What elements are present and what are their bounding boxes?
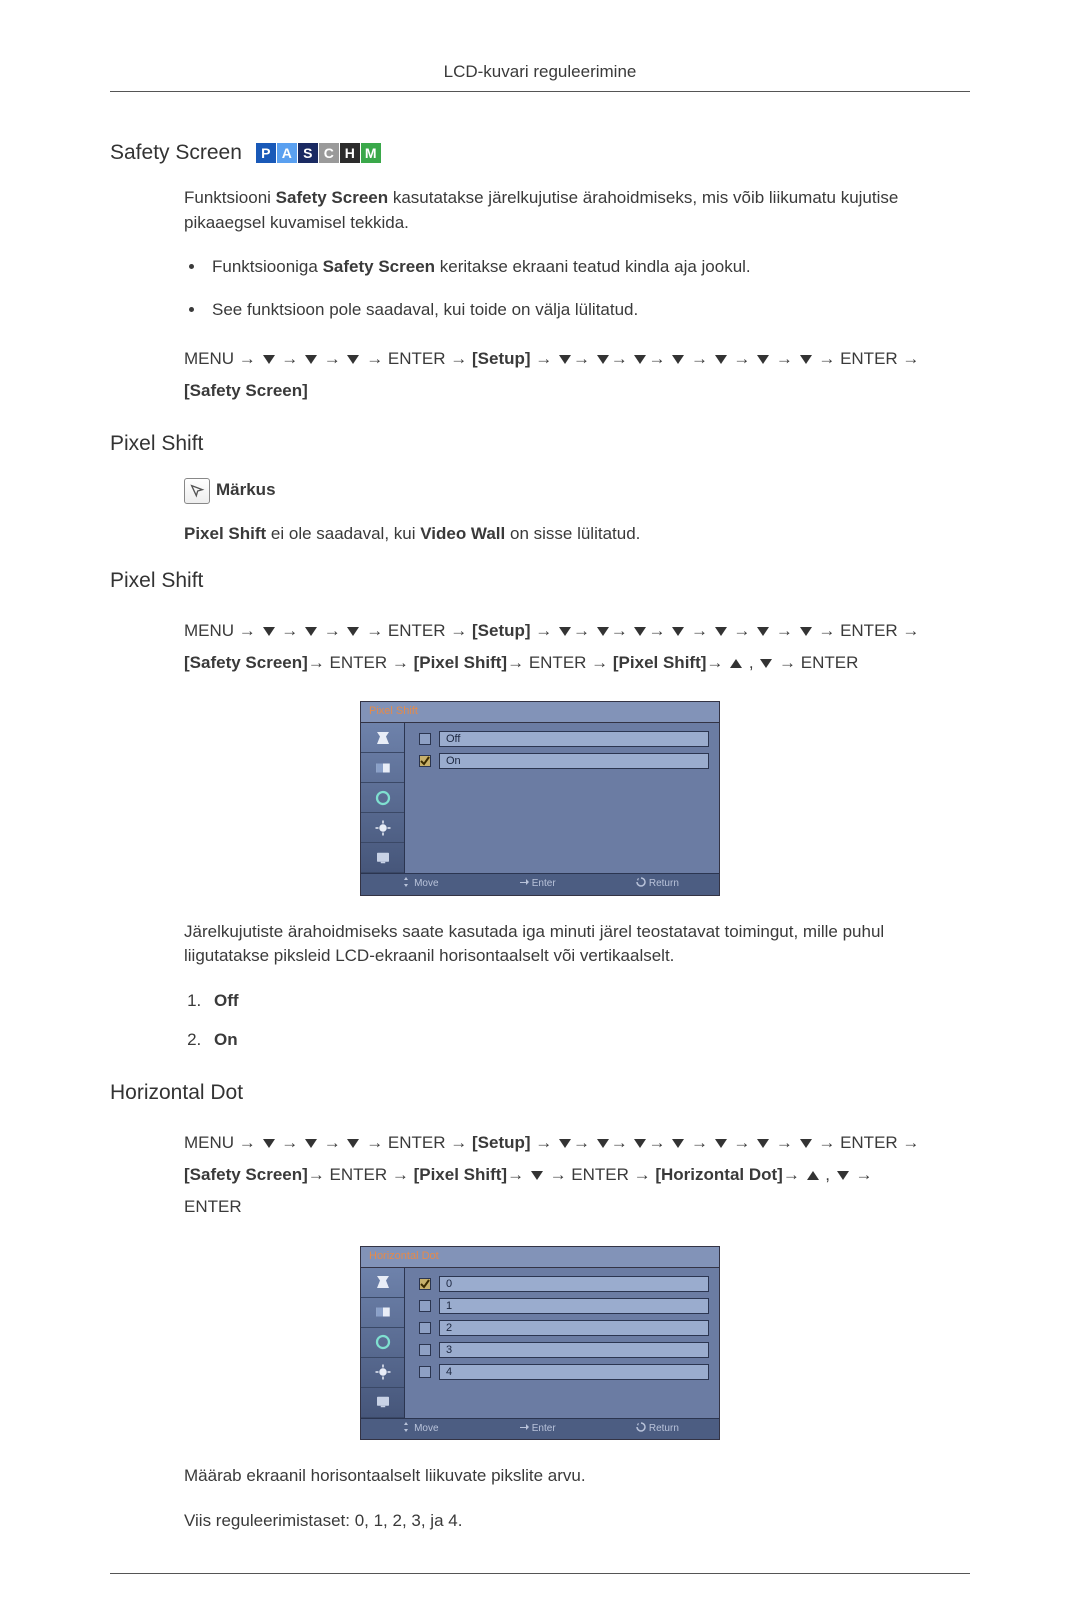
bold: Safety Screen <box>276 188 388 207</box>
osd-side-icon <box>361 1268 404 1298</box>
osd-option-row[interactable]: 1 <box>419 1298 709 1314</box>
safety-bullets: Funktsiooniga Safety Screen keritakse ek… <box>206 255 970 322</box>
note-row: Märkus <box>184 478 970 504</box>
pixelshift-note-heading: Pixel Shift <box>110 429 970 459</box>
badge-strip: PASCHM <box>256 143 382 163</box>
osd-footer-move: Move <box>401 1422 438 1437</box>
osd-option-row[interactable]: 0 <box>419 1276 709 1292</box>
osd-check-icon <box>419 1344 431 1356</box>
safety-screen-heading: Safety Screen PASCHM <box>110 138 970 168</box>
hdot-nav: MENU → → → → ENTER → [Setup] → → → → → →… <box>184 1127 970 1224</box>
osd-footer-return: Return <box>636 877 679 892</box>
pixelshift-heading: Pixel Shift <box>110 566 970 596</box>
badge-a: A <box>277 143 297 163</box>
option-item: Off <box>206 989 970 1014</box>
osd-check-icon <box>419 1322 431 1334</box>
osd-check-icon <box>419 733 431 745</box>
osd-footer: Move Enter Return <box>361 873 719 895</box>
osd-side-icon <box>361 723 404 753</box>
osd-option-row[interactable]: On <box>419 753 709 769</box>
safety-nav: MENU → → → → ENTER → [Setup] → → → → → →… <box>184 343 970 408</box>
osd-side-icon <box>361 783 404 813</box>
hdot-range: Viis reguleerimistaset: 0, 1, 2, 3, ja 4… <box>184 1509 970 1534</box>
pixelshift-nav: MENU → → → → ENTER → [Setup] → → → → → →… <box>184 615 970 680</box>
osd-side-icon <box>361 1298 404 1328</box>
note-text: Pixel Shift ei ole saadaval, kui Video W… <box>184 522 970 547</box>
osd-side-icon <box>361 1358 404 1388</box>
osd-option-label: 4 <box>439 1364 709 1380</box>
pixelshift-desc: Järelkujutiste ärahoidmiseks saate kasut… <box>184 920 970 969</box>
safety-intro: Funktsiooni Safety Screen kasutatakse jä… <box>184 186 970 235</box>
bullet-item: Funktsiooniga Safety Screen keritakse ek… <box>206 255 970 280</box>
osd-hdot: Horizontal Dot 0 1 2 3 4 Move Enter Return <box>360 1246 720 1440</box>
bold: Video Wall <box>420 524 505 543</box>
note-label: Märkus <box>216 478 276 503</box>
footer-rule <box>110 1573 970 1574</box>
hdot-desc: Määrab ekraanil horisontaalselt liikuvat… <box>184 1464 970 1489</box>
osd-option-label: 1 <box>439 1298 709 1314</box>
osd-check-icon <box>419 1278 431 1290</box>
osd-main: 0 1 2 3 4 <box>405 1268 719 1418</box>
note-icon <box>184 478 210 504</box>
osd-option-row[interactable]: 3 <box>419 1342 709 1358</box>
osd-option-label: On <box>439 753 709 769</box>
badge-s: S <box>298 143 318 163</box>
osd-option-label: 0 <box>439 1276 709 1292</box>
osd-side-icon <box>361 843 404 873</box>
osd-side-icon <box>361 1328 404 1358</box>
osd-side-icon <box>361 753 404 783</box>
osd-footer-enter: Enter <box>519 1422 556 1437</box>
osd-pixelshift: Pixel Shift Off On Move Enter Return <box>360 701 720 895</box>
text: Funktsiooni <box>184 188 276 207</box>
safety-screen-title: Safety Screen <box>110 141 242 164</box>
pixelshift-options: Off On <box>206 989 970 1052</box>
badge-c: C <box>319 143 339 163</box>
osd-sidebar <box>361 723 405 873</box>
text: ei ole saadaval, kui <box>266 524 420 543</box>
osd-option-row[interactable]: 2 <box>419 1320 709 1336</box>
osd-footer-enter: Enter <box>519 877 556 892</box>
osd-option-label: 3 <box>439 1342 709 1358</box>
badge-m: M <box>361 143 381 163</box>
badge-h: H <box>340 143 360 163</box>
osd-title: Horizontal Dot <box>361 1247 719 1268</box>
page-header: LCD-kuvari reguleerimine <box>110 60 970 92</box>
osd-footer: Move Enter Return <box>361 1418 719 1440</box>
osd-check-icon <box>419 1366 431 1378</box>
osd-check-icon <box>419 755 431 767</box>
bold: Pixel Shift <box>184 524 266 543</box>
osd-side-icon <box>361 813 404 843</box>
osd-option-row[interactable]: 4 <box>419 1364 709 1380</box>
badge-p: P <box>256 143 276 163</box>
osd-option-row[interactable]: Off <box>419 731 709 747</box>
osd-option-label: 2 <box>439 1320 709 1336</box>
text: on sisse lülitatud. <box>505 524 640 543</box>
osd-option-label: Off <box>439 731 709 747</box>
osd-side-icon <box>361 1388 404 1418</box>
osd-footer-return: Return <box>636 1422 679 1437</box>
osd-main: Off On <box>405 723 719 873</box>
osd-footer-move: Move <box>401 877 438 892</box>
osd-check-icon <box>419 1300 431 1312</box>
osd-title: Pixel Shift <box>361 702 719 723</box>
option-item: On <box>206 1028 970 1053</box>
osd-sidebar <box>361 1268 405 1418</box>
hdot-heading: Horizontal Dot <box>110 1078 970 1108</box>
bullet-item: See funktsioon pole saadaval, kui toide … <box>206 298 970 323</box>
